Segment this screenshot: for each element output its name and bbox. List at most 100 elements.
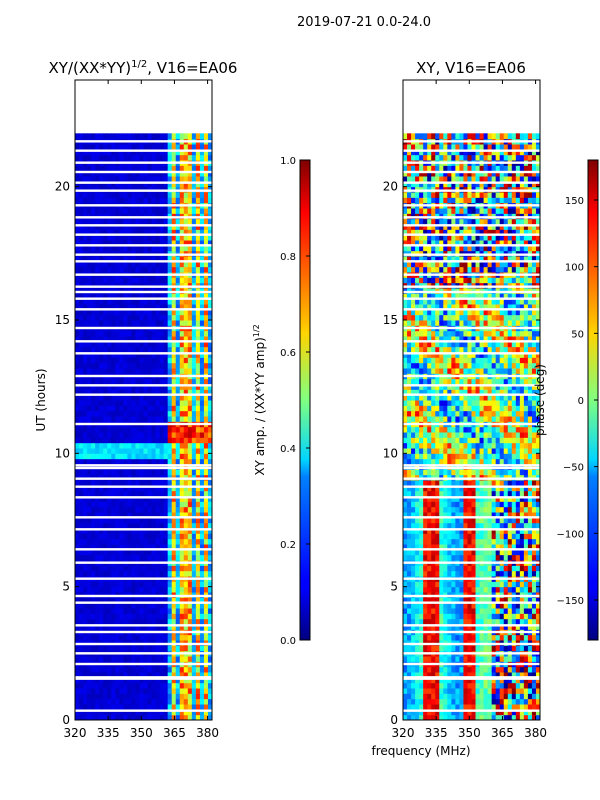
- phase-heatmap-cell: [535, 714, 541, 721]
- amplitude-heatmap-cell: [191, 192, 197, 198]
- phase-heatmap-cell: [447, 672, 452, 678]
- amplitude-heatmap-cell: [83, 218, 88, 225]
- amplitude-heatmap-cell: [191, 570, 197, 577]
- amplitude-heatmap-cell: [107, 490, 112, 497]
- amplitude-heatmap-cell: [179, 624, 185, 630]
- amplitude-heatmap-cell: [91, 698, 96, 705]
- phase-heatmap-cell: [463, 570, 468, 577]
- amplitude-heatmap-cell: [139, 458, 144, 465]
- amplitude-heatmap-cell: [163, 544, 169, 550]
- amplitude-heatmap-cell: [135, 410, 140, 417]
- amplitude-heatmap-cell: [163, 352, 169, 358]
- amplitude-heatmap-cell: [127, 432, 132, 438]
- phase-heatmap-cell: [431, 570, 436, 577]
- amplitude-heatmap-cell: [115, 405, 120, 412]
- amplitude-heatmap-cell: [151, 352, 157, 358]
- amplitude-heatmap-cell: [151, 394, 157, 401]
- amplitude-heatmap-cell: [119, 362, 124, 369]
- phase-heatmap-cell: [427, 693, 432, 700]
- amplitude-heatmap-cell: [127, 224, 132, 230]
- phase-heatmap-cell: [403, 549, 408, 556]
- phase-heatmap-cell: [507, 677, 513, 684]
- amplitude-heatmap-cell: [195, 656, 201, 662]
- amplitude-heatmap-cell: [179, 437, 185, 444]
- phase-heatmap-cell: [503, 613, 509, 620]
- phase-heatmap-cell: [527, 714, 533, 721]
- amplitude-heatmap-cell: [147, 608, 153, 614]
- amplitude-heatmap-cell: [183, 384, 189, 390]
- phase-heatmap-cell: [439, 613, 444, 620]
- amplitude-heatmap-cell: [123, 677, 128, 684]
- amplitude-heatmap-cell: [183, 304, 189, 310]
- amplitude-heatmap-cell: [179, 517, 185, 524]
- phase-heatmap-cell: [411, 677, 416, 684]
- phase-heatmap-cell: [511, 693, 517, 700]
- amplitude-heatmap-cell: [87, 666, 92, 673]
- amplitude-heatmap-cell: [183, 645, 189, 652]
- amplitude-heatmap-cell: [183, 256, 189, 262]
- amplitude-heatmap-cell: [143, 416, 149, 422]
- amplitude-heatmap-cell: [183, 485, 189, 492]
- amplitude-heatmap-cell: [195, 528, 201, 534]
- amplitude-heatmap-cell: [195, 480, 201, 486]
- amplitude-heatmap-cell: [135, 698, 140, 705]
- amplitude-heatmap-cell: [139, 394, 144, 401]
- amplitude-heatmap-cell: [207, 682, 213, 689]
- phase-heatmap-cell: [531, 597, 537, 604]
- phase-heatmap-cell: [459, 698, 464, 705]
- amplitude-heatmap-cell: [95, 480, 100, 486]
- amplitude-heatmap-cell: [131, 357, 136, 364]
- phase-heatmap-cell: [455, 666, 460, 673]
- amplitude-heatmap-cell: [155, 698, 161, 705]
- amplitude-heatmap-cell: [187, 570, 193, 577]
- phase-heatmap-cell: [475, 672, 481, 678]
- amplitude-heatmap-cell: [207, 410, 213, 417]
- phase-heatmap-cell: [491, 682, 497, 689]
- amplitude-heatmap-cell: [119, 490, 124, 497]
- amplitude-heatmap-cell: [99, 581, 104, 588]
- phase-heatmap-cell: [487, 698, 493, 705]
- amplitude-heatmap-cell: [143, 304, 149, 310]
- phase-heatmap-cell: [467, 709, 472, 716]
- phase-heatmap-cell: [423, 704, 428, 710]
- amplitude-heatmap-cell: [151, 522, 157, 529]
- amplitude-heatmap-cell: [115, 581, 120, 588]
- amplitude-heatmap-cell: [175, 426, 181, 433]
- amplitude-heatmap-cell: [171, 426, 177, 433]
- amplitude-heatmap-cell: [79, 517, 84, 524]
- amplitude-heatmap-cell: [143, 352, 149, 358]
- amplitude-heatmap-cell: [139, 570, 144, 577]
- phase-heatmap-cell: [535, 581, 541, 588]
- amplitude-heatmap-cell: [131, 341, 136, 348]
- amplitude-heatmap-cell: [83, 501, 88, 508]
- phase-heatmap-cell: [431, 544, 436, 550]
- amplitude-heatmap-cell: [195, 362, 201, 369]
- phase-heatmap-cell: [503, 677, 509, 684]
- amplitude-heatmap-cell: [111, 240, 116, 246]
- phase-heatmap-cell: [487, 602, 493, 609]
- amplitude-heatmap-cell: [135, 298, 140, 305]
- amplitude-heatmap-cell: [79, 197, 84, 204]
- amplitude-heatmap-cell: [207, 357, 213, 364]
- amplitude-heatmap-cell: [171, 704, 177, 710]
- amplitude-heatmap-cell: [199, 277, 205, 284]
- phase-heatmap-cell: [511, 682, 517, 689]
- amplitude-heatmap-cell: [135, 501, 140, 508]
- amplitude-heatmap-cell: [95, 581, 100, 588]
- amplitude-heatmap-cell: [103, 586, 108, 593]
- amplitude-heatmap-cell: [195, 448, 201, 454]
- amplitude-heatmap-cell: [87, 298, 92, 305]
- amplitude-heatmap-cell: [179, 496, 185, 502]
- amplitude-heatmap-cell: [131, 597, 136, 604]
- amplitude-heatmap-cell: [155, 672, 161, 678]
- amplitude-heatmap-cell: [183, 512, 189, 518]
- phase-heatmap-cell: [515, 613, 521, 620]
- phase-heatmap-cell: [447, 597, 452, 604]
- amplitude-heatmap-cell: [95, 704, 100, 710]
- phase-heatmap-cell: [431, 672, 436, 678]
- amplitude-heatmap-cell: [127, 437, 132, 444]
- amplitude-heatmap-cell: [123, 240, 128, 246]
- amplitude-heatmap-cell: [175, 682, 181, 689]
- phase-heatmap-cell: [475, 709, 481, 716]
- amplitude-heatmap-cell: [127, 208, 132, 214]
